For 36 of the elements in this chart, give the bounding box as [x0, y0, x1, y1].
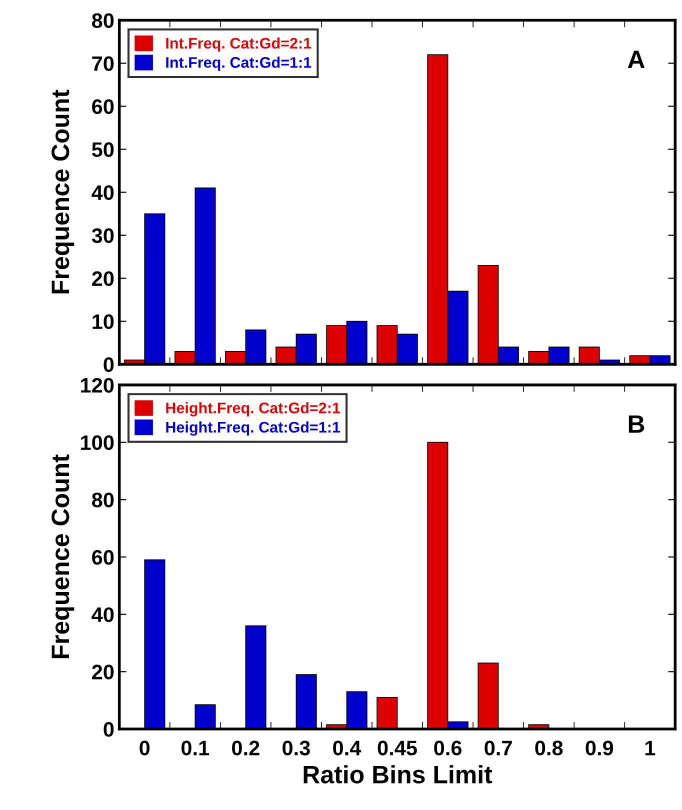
- y-tick-label: 30: [92, 228, 114, 244]
- legend-label: Height.Freq. Cat:Gd=1:1: [166, 421, 340, 436]
- legend-label: Int.Freq. Cat:Gd=1:1: [166, 56, 312, 71]
- y-tick-label: 80: [92, 492, 114, 508]
- y-tick-label: 80: [92, 13, 114, 28]
- y-tick-label: 0: [104, 722, 114, 737]
- y-tick-label: 40: [92, 185, 114, 200]
- y-axis-title: Frequence Count: [52, 90, 74, 294]
- x-tick-label: 0.2: [232, 740, 260, 756]
- x-axis-title: Ratio Bins Limit: [304, 765, 492, 784]
- legend-label: Int.Freq. Cat:Gd=2:1: [166, 37, 312, 52]
- y-axis-title: Frequence Count: [52, 454, 74, 658]
- x-tick-label: 0.9: [586, 740, 614, 756]
- y-tick-label: 40: [92, 607, 114, 622]
- y-tick-label: 100: [81, 435, 114, 450]
- x-tick-label: 0.45: [378, 740, 417, 756]
- y-tick-label: 10: [92, 314, 114, 330]
- y-tick-label: 60: [92, 550, 114, 565]
- y-tick-label: 70: [92, 56, 114, 72]
- y-tick-label: 50: [92, 142, 114, 158]
- y-tick-label: 0: [104, 357, 114, 372]
- x-tick-label: 0.7: [484, 740, 512, 756]
- legend-label: Height.Freq. Cat:Gd=2:1: [166, 402, 340, 416]
- x-tick-label: 1: [645, 740, 656, 756]
- y-tick-label: 60: [92, 99, 114, 114]
- annotation: A: [628, 50, 645, 68]
- y-tick-label: 20: [92, 271, 114, 286]
- y-tick-label: 20: [92, 664, 114, 680]
- y-tick-label: 120: [81, 378, 114, 393]
- x-tick-label: 0.6: [434, 740, 462, 756]
- x-tick-label: 0.1: [181, 740, 210, 756]
- x-tick-label: 0.4: [333, 740, 362, 756]
- x-tick-label: 0.3: [282, 740, 310, 756]
- annotation: B: [628, 416, 644, 433]
- x-tick-label: 0.8: [535, 740, 563, 756]
- x-tick-label: 0: [140, 740, 150, 756]
